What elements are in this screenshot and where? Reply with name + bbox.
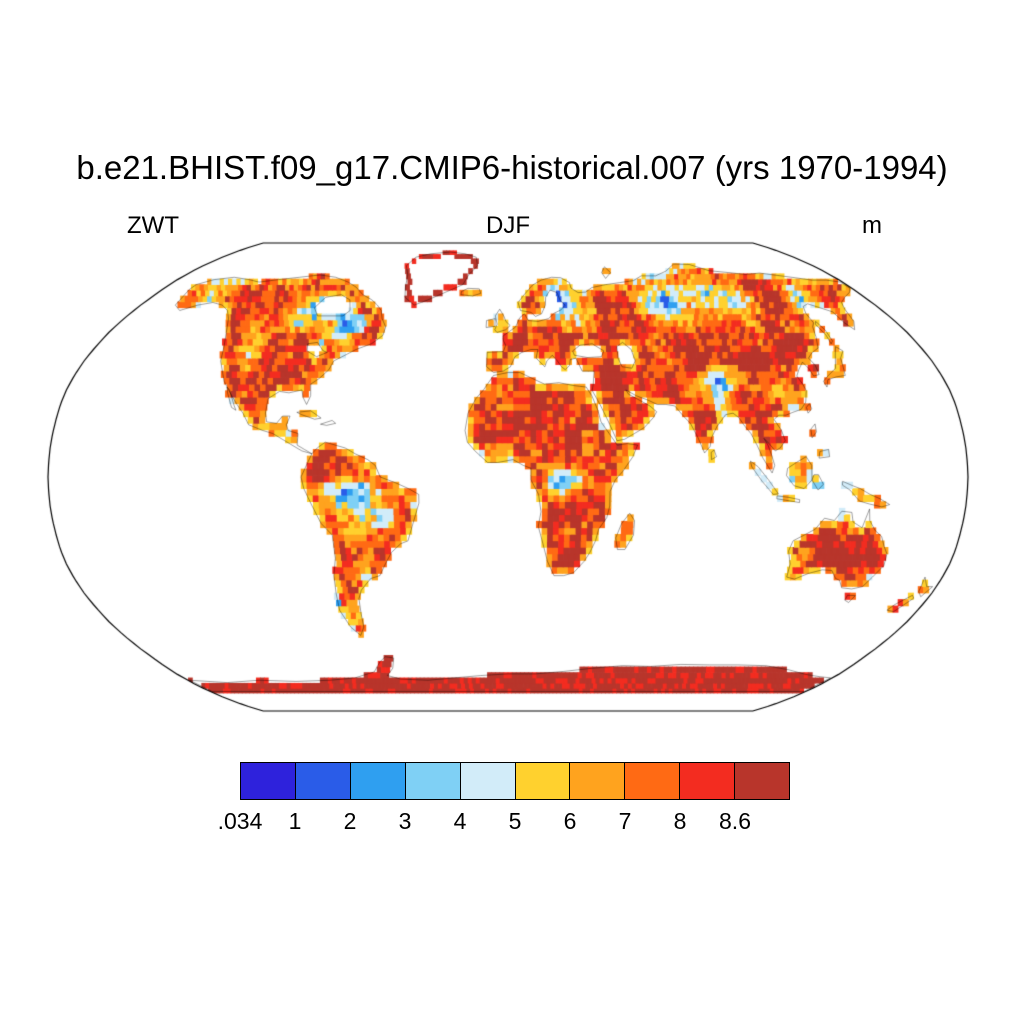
- colorbar-box: [514, 762, 571, 800]
- colorbar-box: [404, 762, 461, 800]
- colorbar-box: [569, 762, 626, 800]
- colorbar-tick-label: 4: [453, 808, 467, 834]
- colorbar-tick-label: .034: [217, 808, 263, 834]
- colorbar-box: [734, 762, 791, 800]
- colorbar-box: [624, 762, 681, 800]
- colorbar-tick-label: 2: [343, 808, 357, 834]
- colorbar-box: [240, 762, 296, 800]
- colorbar: [240, 762, 791, 800]
- colorbar-box: [679, 762, 736, 800]
- colorbar-tick-label: 7: [618, 808, 632, 834]
- colorbar-tick-label: 3: [398, 808, 412, 834]
- colorbar-tick-label: 1: [288, 808, 302, 834]
- colorbar-tick-label: 6: [563, 808, 577, 834]
- plot-title: b.e21.BHIST.f09_g17.CMIP6-historical.007…: [76, 149, 948, 186]
- season-label: DJF: [486, 212, 530, 239]
- colorbar-tick-label: 8.6: [719, 808, 751, 834]
- colorbar-tick-label: 5: [508, 808, 522, 834]
- variable-label: ZWT: [127, 212, 179, 239]
- colorbar-box: [349, 762, 406, 800]
- units-label: m: [862, 212, 882, 239]
- colorbar-box: [459, 762, 516, 800]
- colorbar-tick-label: 8: [673, 808, 687, 834]
- colorbar-box: [294, 762, 351, 800]
